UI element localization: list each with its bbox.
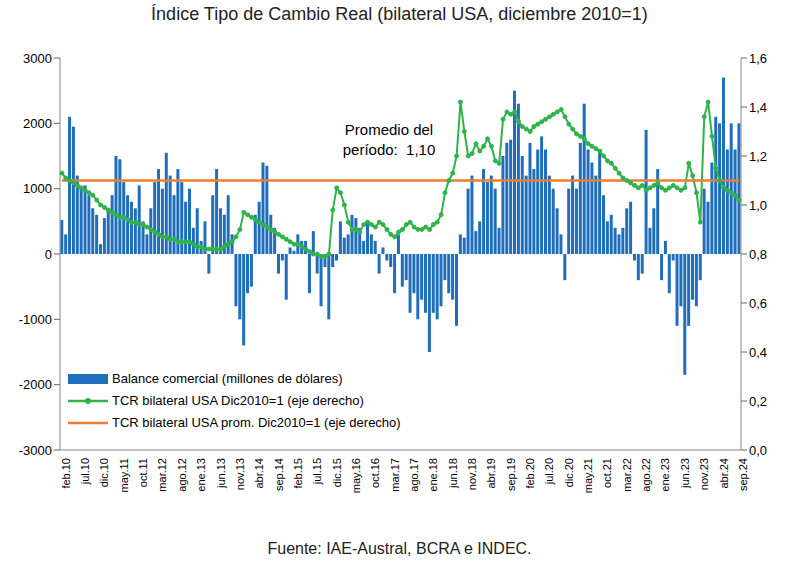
html-text:Promedio del período: 1,10: Promedio del período: 1,10 [342,121,438,158]
svg-text:abr.19: abr.19 [485,458,497,489]
svg-text:3000: 3000 [23,51,52,66]
svg-text:oct.11: oct.11 [137,458,149,487]
html-text:Balance comercial (millones de: Balance comercial (millones de dólares) [112,371,343,386]
svg-text:may.21: may.21 [582,458,594,493]
svg-text:abr.24: abr.24 [718,458,730,489]
svg-text:oct.21: oct.21 [601,458,613,488]
svg-text:0: 0 [45,247,52,262]
svg-text:dic.20: dic.20 [563,458,575,487]
svg-text:mar.22: mar.22 [621,458,633,492]
svg-text:ene.23: ene.23 [659,458,671,492]
svg-text:ene.18: ene.18 [427,458,439,492]
svg-text:sep.24: sep.24 [737,458,749,491]
svg-text:1,2: 1,2 [749,149,767,164]
svg-text:ago.17: ago.17 [408,458,420,492]
svg-text:0,2: 0,2 [749,394,767,409]
svg-text:0,0: 0,0 [749,443,767,458]
svg-text:2000: 2000 [23,116,52,131]
svg-text:-1000: -1000 [19,312,52,327]
svg-text:-2000: -2000 [19,377,52,392]
svg-text:feb.20: feb.20 [524,458,536,489]
svg-text:feb.15: feb.15 [292,458,304,489]
svg-text:sep.14: sep.14 [273,458,285,491]
svg-text:jun.18: jun.18 [447,458,459,489]
svg-text:1,4: 1,4 [749,100,767,115]
svg-text:0,6: 0,6 [749,296,767,311]
svg-text:dic.15: dic.15 [331,458,343,487]
svg-text:nov.13: nov.13 [234,458,246,490]
html-text:Fuente: IAE-Austral, BCRA e IN: Fuente: IAE-Austral, BCRA e INDEC. [267,540,532,557]
svg-text:sep.19: sep.19 [505,458,517,491]
html-text:Índice Tipo de Cambio Real (bi: Índice Tipo de Cambio Real (bilateral US… [151,4,648,24]
svg-text:ago.12: ago.12 [176,458,188,492]
svg-text:-3000: -3000 [19,443,52,458]
html-text:TCR bilateral USA Dic2010=1 (e: TCR bilateral USA Dic2010=1 (eje derecho… [112,393,364,408]
svg-text:mar.12: mar.12 [156,458,168,492]
svg-text:nov.18: nov.18 [466,458,478,490]
svg-text:ago.22: ago.22 [640,458,652,492]
svg-text:may.11: may.11 [118,458,130,492]
svg-text:may.16: may.16 [350,458,362,493]
html-text:TCR bilateral USA prom. Dic201: TCR bilateral USA prom. Dic2010=1 (eje d… [112,415,401,430]
svg-text:1000: 1000 [23,181,52,196]
svg-text:ene.13: ene.13 [195,458,207,492]
svg-text:nov.23: nov.23 [698,458,710,490]
svg-text:1,6: 1,6 [749,51,767,66]
svg-text:abr.14: abr.14 [253,458,265,489]
svg-text:0,4: 0,4 [749,345,767,360]
svg-text:oct.16: oct.16 [369,458,381,488]
svg-text:jul.10: jul.10 [79,458,91,485]
svg-text:feb.10: feb.10 [60,458,72,489]
svg-text:jul.15: jul.15 [311,458,323,485]
svg-text:jul.20: jul.20 [543,458,555,485]
svg-text:jun.13: jun.13 [215,458,227,489]
svg-text:jun.23: jun.23 [679,458,691,489]
svg-text:dic.10: dic.10 [98,458,110,487]
svg-text:0,8: 0,8 [749,247,767,262]
svg-text:mar.17: mar.17 [389,458,401,492]
svg-text:1,0: 1,0 [749,198,767,213]
